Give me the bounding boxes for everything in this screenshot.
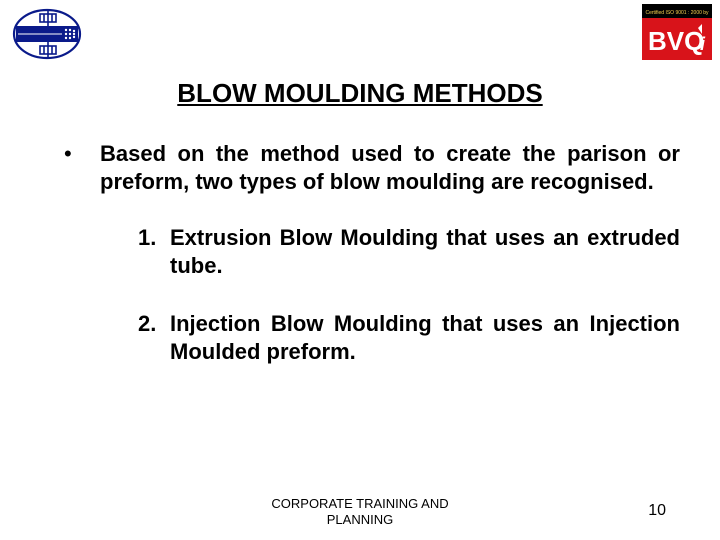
bullet-text: Based on the method used to create the p… [100,140,680,196]
list-item: 2. Injection Blow Moulding that uses an … [138,310,680,366]
list-text: Extrusion Blow Moulding that uses an ext… [170,224,680,280]
company-logo [12,8,82,60]
list-number: 2. [138,310,170,338]
slide-content: • Based on the method used to create the… [56,140,680,396]
certification-logo: Certified ISO 9001 : 2000 by BVQ i [642,4,712,60]
slide-title: BLOW MOULDING METHODS [0,78,720,109]
numbered-list: 1. Extrusion Blow Moulding that uses an … [138,224,680,366]
bullet-item: • Based on the method used to create the… [56,140,680,196]
svg-text:BVQ: BVQ [648,26,704,56]
bullet-mark: • [56,140,100,168]
footer: CORPORATE TRAINING AND PLANNING [0,496,720,528]
footer-line2: PLANNING [327,512,393,527]
svg-text:Certified ISO 9001 : 2000 by: Certified ISO 9001 : 2000 by [645,10,709,16]
page-number: 10 [648,502,666,520]
list-text: Injection Blow Moulding that uses an Inj… [170,310,680,366]
footer-line1: CORPORATE TRAINING AND [271,496,448,511]
list-number: 1. [138,224,170,252]
list-item: 1. Extrusion Blow Moulding that uses an … [138,224,680,280]
